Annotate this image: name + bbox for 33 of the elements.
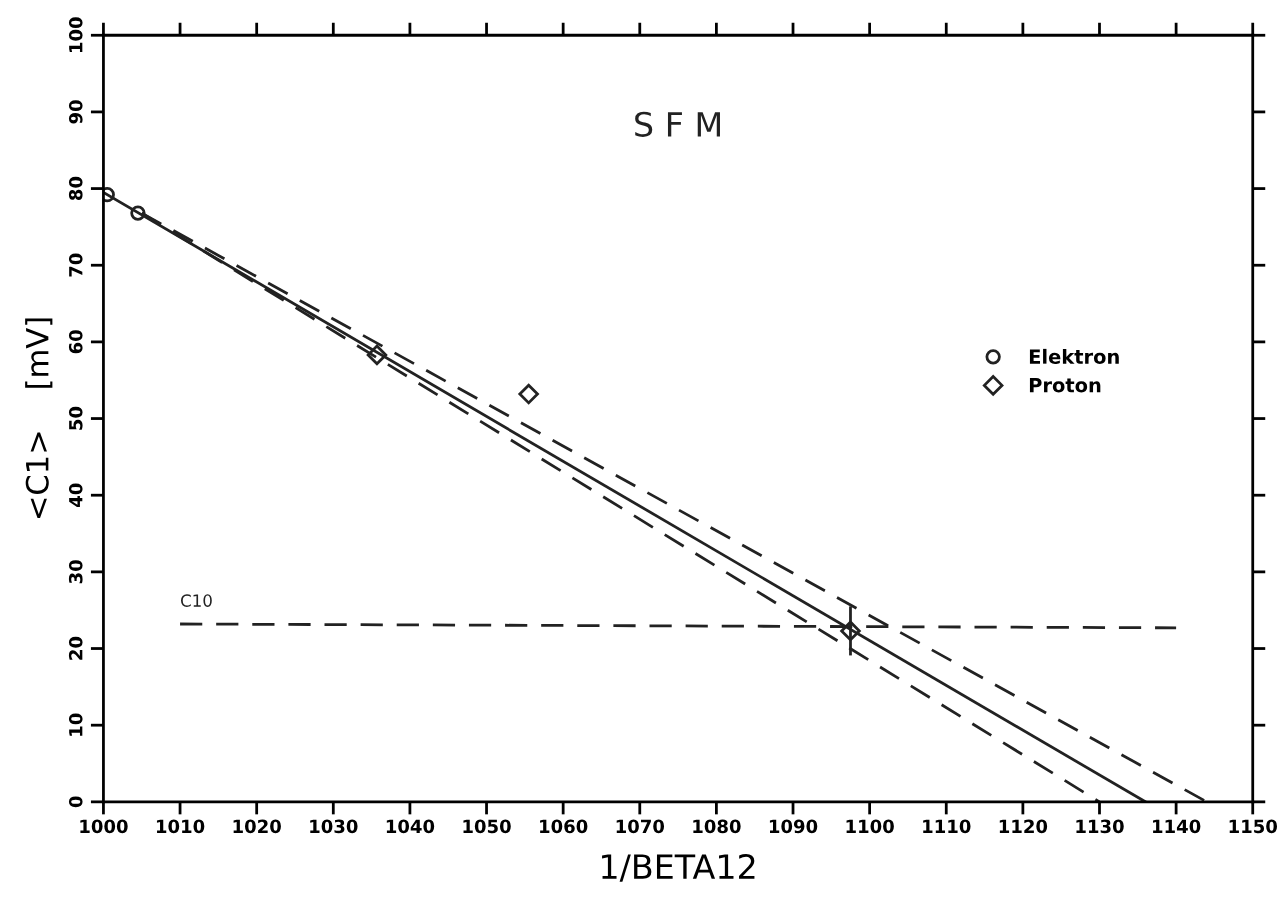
y-tick-label: 60 [68,330,83,354]
y-tick-label: 100 [68,17,83,53]
y-tick-label: 50 [68,406,83,430]
y-tick-label: 90 [68,100,83,124]
x-axis-title: 1/BETA12 [602,853,755,882]
x-tick-label: 1000 [80,819,128,834]
x-tick-label: 1040 [386,819,435,834]
x-tick-label: 1020 [233,819,281,834]
x-tick-label: 1050 [463,819,511,834]
y-tick-label: 20 [68,636,83,660]
text: S F M [635,111,720,137]
y-tick-label: 0 [68,796,83,808]
x-tick-label: 1080 [693,819,741,834]
y-tick-label: 70 [68,253,83,277]
x-tick-label: 1100 [846,819,894,834]
legend-label: Elektron [1029,348,1119,364]
x-tick-label: 1010 [156,819,205,834]
y-axis-title: <C1> [mV] [25,318,53,518]
x-tick-label: 1030 [310,819,358,834]
legend-label: Proton [1029,378,1101,393]
x-tick-label: 1110 [923,819,971,834]
y-tick-label: 10 [68,713,83,736]
x-tick-label: 1140 [1153,819,1201,834]
x-tick-label: 1070 [616,819,665,834]
x-tick-label: 1090 [769,819,818,834]
x-tick-label: 1120 [999,819,1048,834]
x-tick-label: 1130 [1076,819,1124,834]
y-tick-label: 30 [68,560,83,584]
y-tick-label: 40 [68,483,83,507]
x-tick-label: 1150 [1229,819,1277,834]
y-tick-label: 80 [68,176,83,201]
annotation: C10 [180,594,212,607]
x-tick-label: 1060 [540,819,588,834]
